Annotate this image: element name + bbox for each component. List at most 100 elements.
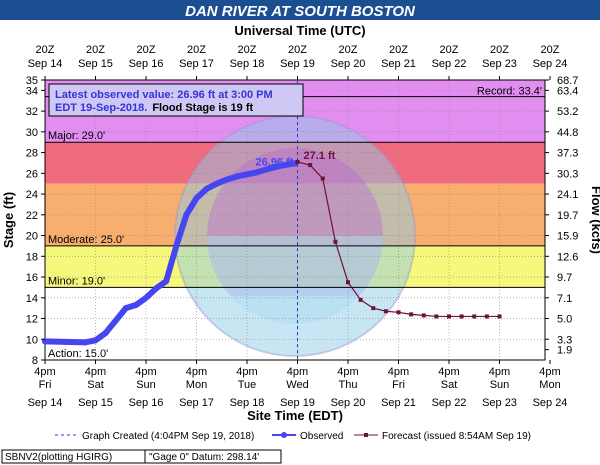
observed-point (183, 211, 190, 218)
x-top-axis-label: Universal Time (UTC) (234, 23, 365, 38)
yr-tick-label-12: 53.2 (557, 106, 578, 118)
observed-point (284, 161, 291, 168)
xt-tick-label-10: 20Z (541, 44, 560, 56)
plot-frame (44, 79, 546, 361)
xt-tick-date-10: Sep 24 (533, 58, 568, 70)
yr-tick-label-0: 1.9 (557, 345, 572, 357)
y-tick-label-12: 32 (26, 106, 38, 118)
y-tick-label-14: 35 (26, 75, 38, 87)
yr-tick-label-14: 68.7 (557, 75, 578, 87)
observed-point (102, 330, 109, 337)
yr-tick-label-9: 30.3 (557, 168, 578, 180)
xt-tick-label-3: 20Z (187, 44, 206, 56)
xb-tick-time-8: 4pm (438, 366, 459, 378)
observed-point (143, 294, 149, 301)
xb-tick-day-3: Mon (186, 379, 207, 391)
latest-value-label: 26.96 ft (256, 156, 294, 168)
noaa-seal-watermark (174, 115, 416, 357)
observed-point (233, 173, 240, 180)
info-date: EDT 19-Sep-2018. (55, 102, 147, 114)
legend-forecast-text: Forecast (issued 8:54AM Sep 19) (382, 431, 531, 442)
xb-tick-date-7: Sep 21 (381, 397, 416, 409)
observed-point (132, 302, 139, 309)
xb-tick-day-9: Sun (490, 379, 510, 391)
info-line-2: EDT 19-Sep-2018. Flood Stage is 19 ft (55, 102, 254, 114)
xt-tick-label-7: 20Z (389, 44, 408, 56)
xt-tick-label-5: 20Z (288, 44, 307, 56)
yr-tick-label-11: 44.8 (557, 127, 578, 139)
observed-point (213, 180, 220, 187)
yr-tick-label-10: 37.3 (557, 148, 578, 160)
y-tick-label-13: 34 (26, 85, 38, 97)
forecast-point (472, 314, 477, 319)
xb-tick-day-5: Wed (286, 379, 308, 391)
forecast-point (320, 176, 325, 181)
y-right-axis-label: Flow (kcfs) (589, 186, 600, 254)
observed-point (112, 317, 119, 324)
observed-series (42, 160, 299, 346)
y-tick-label-5: 18 (26, 251, 38, 263)
xb-tick-time-1: 4pm (85, 366, 106, 378)
xb-tick-date-4: Sep 18 (230, 397, 265, 409)
xt-tick-date-2: Sep 16 (129, 58, 164, 70)
xt-tick-date-0: Sep 14 (28, 58, 63, 70)
observed-point (92, 337, 99, 344)
forecast-point (421, 313, 426, 318)
yr-tick-label-8: 24.1 (557, 189, 578, 201)
observed-point (153, 285, 160, 292)
xb-tick-time-2: 4pm (135, 366, 156, 378)
forecast-series (295, 159, 502, 319)
observed-point (42, 338, 48, 345)
legend-created-text: Graph Created (4:04PM Sep 19, 2018) (82, 431, 254, 442)
xb-tick-day-1: Sat (87, 379, 104, 391)
y-tick-label-9: 26 (26, 168, 38, 180)
xb-tick-time-6: 4pm (337, 366, 358, 378)
info-box (48, 83, 304, 117)
observed-point (244, 171, 250, 178)
legend: Graph Created (4:04PM Sep 19, 2018) Obse… (55, 431, 531, 442)
xb-tick-date-6: Sep 20 (331, 397, 366, 409)
xb-tick-time-4: 4pm (236, 366, 257, 378)
xb-tick-time-0: 4pm (34, 366, 55, 378)
observed-point (173, 242, 180, 249)
y-tick-label-8: 24 (26, 189, 38, 201)
forecast-point (333, 239, 338, 244)
forecast-point (295, 159, 300, 164)
xb-tick-time-5: 4pm (287, 366, 308, 378)
xt-tick-date-6: Sep 20 (331, 58, 366, 70)
chart-title: DAN RIVER AT SOUTH BOSTON (185, 3, 416, 20)
xb-tick-date-8: Sep 22 (432, 397, 467, 409)
forecast-point (358, 297, 363, 302)
xt-tick-label-2: 20Z (137, 44, 156, 56)
observed-point (274, 163, 281, 170)
y-tick-label-4: 16 (26, 272, 38, 284)
category-label-4: Action: 15.0' (48, 348, 108, 360)
forecast-point (434, 314, 439, 319)
xb-tick-time-9: 4pm (489, 366, 510, 378)
forecast-point (484, 314, 489, 319)
xt-tick-label-6: 20Z (339, 44, 358, 56)
y-tick-label-2: 12 (26, 314, 38, 326)
y-tick-label-1: 10 (26, 334, 38, 346)
legend-observed-text: Observed (300, 431, 343, 442)
xb-tick-day-6: Thu (339, 379, 358, 391)
xb-tick-day-7: Fri (392, 379, 405, 391)
xt-tick-date-3: Sep 17 (179, 58, 214, 70)
observed-point (82, 339, 89, 346)
xb-tick-date-1: Sep 15 (78, 397, 113, 409)
forecast-point (383, 309, 388, 314)
xt-tick-date-7: Sep 21 (381, 58, 416, 70)
y-left-axis-label: Stage (ft) (1, 192, 16, 248)
x-top-axis: 20Z Sep 14 20Z Sep 15 20Z Sep 16 20Z Sep 17 20Z S… (28, 44, 568, 80)
xt-tick-date-4: Sep 18 (230, 58, 265, 70)
xt-tick-label-1: 20Z (86, 44, 105, 56)
forecast-point (308, 163, 313, 168)
observed-point (203, 185, 210, 192)
xb-tick-date-2: Sep 16 (129, 397, 164, 409)
legend-observed-marker (281, 432, 287, 438)
yr-tick-label-3: 7.1 (557, 293, 572, 305)
info-line-1: Latest observed value: 26.96 ft at 3:00 … (55, 89, 273, 101)
xb-tick-day-10: Mon (539, 379, 560, 391)
yr-tick-label-13: 63.4 (557, 85, 578, 97)
